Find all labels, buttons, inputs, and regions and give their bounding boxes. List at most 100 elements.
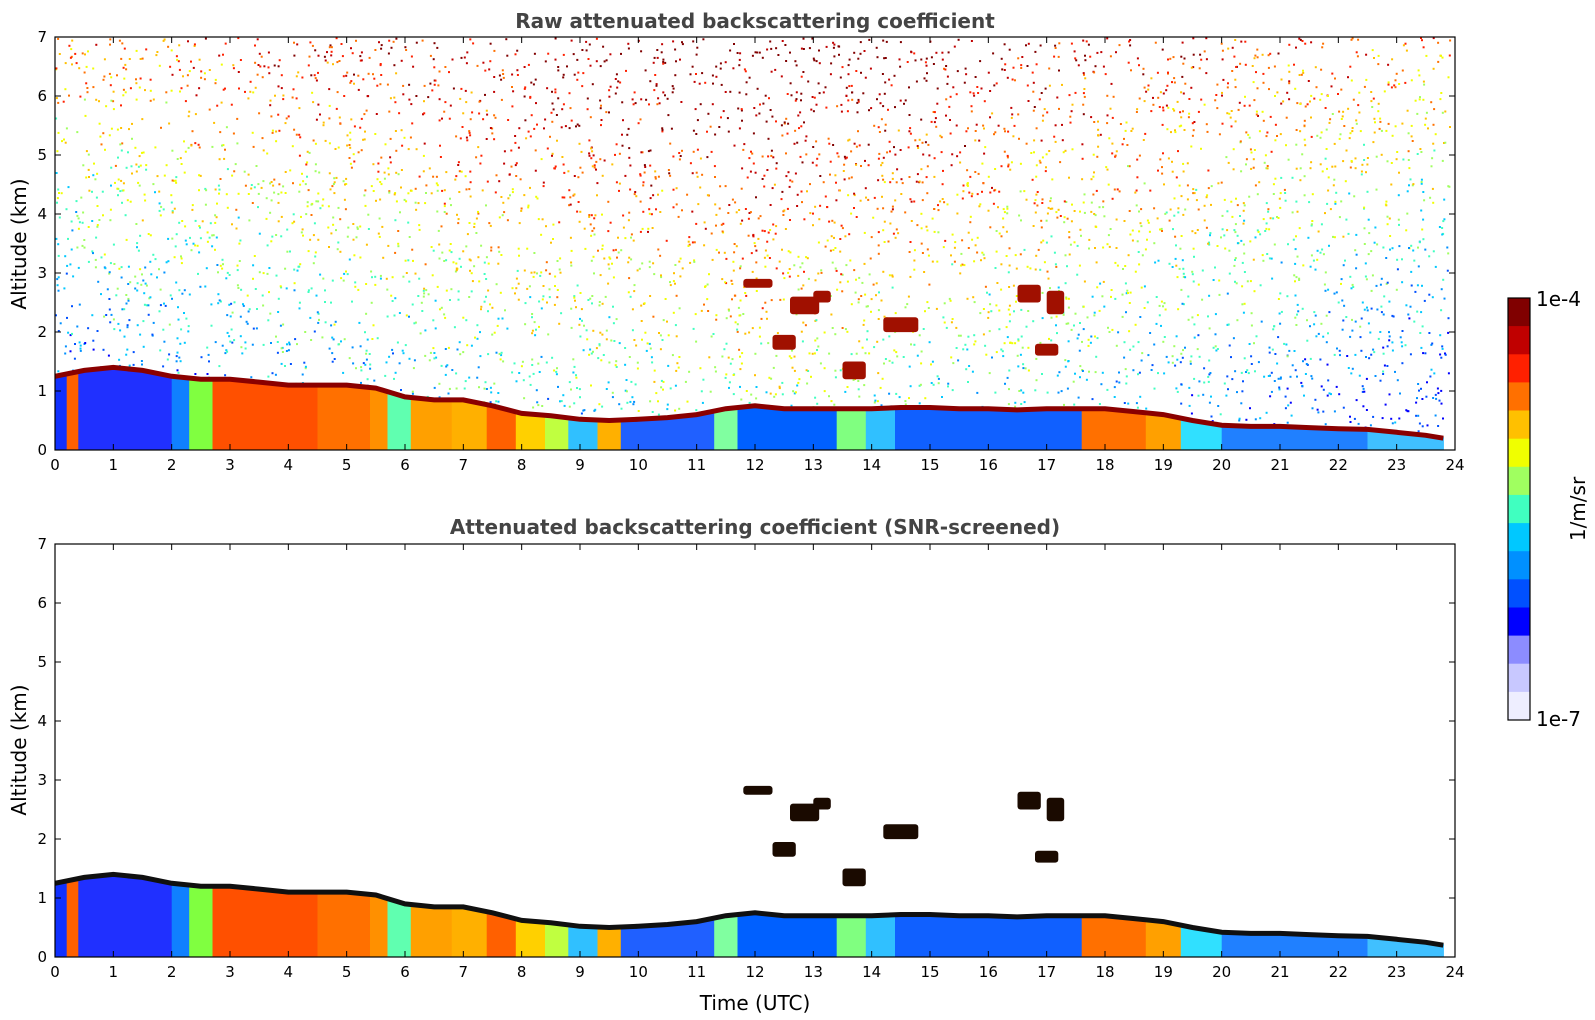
noise-pixel — [56, 150, 59, 153]
noise-pixel — [982, 333, 985, 336]
noise-pixel — [941, 396, 943, 398]
noise-pixel — [591, 165, 594, 168]
noise-pixel — [635, 195, 638, 198]
noise-pixel — [1063, 221, 1066, 224]
noise-pixel — [230, 302, 233, 305]
noise-pixel — [1138, 154, 1141, 157]
noise-pixel — [1176, 276, 1179, 279]
noise-pixel — [449, 299, 451, 301]
noise-pixel — [1261, 254, 1264, 257]
noise-pixel — [735, 245, 738, 248]
noise-pixel — [271, 372, 274, 375]
noise-pixel — [1360, 317, 1363, 320]
noise-pixel — [1361, 385, 1364, 388]
noise-pixel — [279, 324, 282, 327]
noise-pixel — [515, 175, 518, 177]
noise-pixel — [120, 266, 123, 269]
noise-pixel — [1444, 110, 1447, 113]
noise-pixel — [529, 383, 532, 386]
noise-pixel — [94, 258, 97, 261]
noise-pixel — [352, 223, 355, 225]
noise-pixel — [323, 55, 326, 58]
noise-pixel — [342, 180, 345, 183]
noise-pixel — [1339, 354, 1341, 357]
noise-pixel — [617, 236, 619, 239]
noise-pixel — [1000, 235, 1003, 238]
noise-pixel — [346, 273, 349, 276]
noise-pixel — [787, 171, 790, 174]
noise-pixel — [1251, 65, 1254, 67]
noise-pixel — [1338, 137, 1341, 140]
noise-pixel — [351, 346, 354, 349]
noise-pixel — [533, 252, 536, 254]
noise-pixel — [103, 315, 106, 318]
noise-pixel — [556, 139, 558, 142]
noise-pixel — [55, 237, 58, 240]
noise-pixel — [1357, 104, 1360, 107]
noise-pixel — [498, 74, 501, 77]
noise-pixel — [1300, 381, 1303, 384]
noise-pixel — [1109, 55, 1112, 58]
noise-pixel — [1305, 363, 1308, 365]
noise-pixel — [1138, 263, 1141, 266]
noise-pixel — [671, 91, 674, 94]
noise-pixel — [800, 99, 802, 102]
noise-pixel — [346, 144, 349, 147]
noise-pixel — [766, 169, 769, 171]
noise-pixel — [1207, 375, 1210, 378]
noise-pixel — [66, 264, 69, 267]
noise-pixel — [652, 61, 655, 64]
noise-pixel — [141, 273, 143, 276]
noise-pixel — [359, 55, 362, 58]
noise-pixel — [1434, 393, 1437, 396]
noise-pixel — [261, 294, 264, 297]
noise-pixel — [1335, 385, 1338, 388]
noise-pixel — [1396, 379, 1399, 382]
noise-pixel — [468, 188, 471, 191]
noise-pixel — [122, 66, 125, 69]
noise-pixel — [180, 262, 183, 265]
noise-pixel — [126, 199, 129, 202]
noise-pixel — [1265, 222, 1268, 225]
noise-pixel — [1027, 346, 1030, 349]
noise-pixel — [1084, 59, 1087, 62]
noise-pixel — [231, 174, 234, 177]
noise-pixel — [953, 246, 956, 249]
noise-pixel — [995, 351, 998, 354]
noise-pixel — [733, 251, 736, 254]
noise-pixel — [1242, 222, 1245, 225]
noise-pixel — [1165, 355, 1168, 358]
noise-pixel — [1005, 326, 1008, 329]
noise-pixel — [662, 62, 665, 65]
noise-pixel — [121, 142, 124, 145]
noise-pixel — [1446, 269, 1449, 272]
noise-pixel — [590, 234, 593, 237]
noise-pixel — [1090, 210, 1093, 213]
noise-pixel — [679, 155, 682, 157]
noise-pixel — [461, 126, 464, 128]
noise-pixel — [754, 171, 757, 174]
noise-pixel — [315, 200, 318, 203]
noise-pixel — [373, 379, 376, 382]
noise-pixel — [140, 360, 143, 362]
noise-pixel — [444, 373, 447, 376]
noise-pixel — [1090, 335, 1093, 338]
noise-pixel — [1136, 176, 1139, 179]
noise-pixel — [897, 129, 900, 132]
noise-pixel — [1161, 48, 1164, 51]
noise-pixel — [1167, 71, 1169, 74]
noise-pixel — [634, 102, 637, 105]
noise-pixel — [631, 329, 634, 332]
noise-pixel — [662, 60, 665, 63]
noise-pixel — [862, 92, 865, 95]
noise-pixel — [997, 206, 999, 209]
noise-pixel — [251, 131, 254, 134]
noise-pixel — [138, 155, 141, 158]
noise-pixel — [657, 175, 660, 178]
noise-pixel — [356, 226, 359, 229]
noise-pixel — [253, 186, 256, 189]
noise-pixel — [496, 324, 499, 327]
noise-pixel — [1023, 190, 1026, 193]
noise-pixel — [1238, 101, 1241, 104]
noise-pixel — [647, 227, 650, 230]
